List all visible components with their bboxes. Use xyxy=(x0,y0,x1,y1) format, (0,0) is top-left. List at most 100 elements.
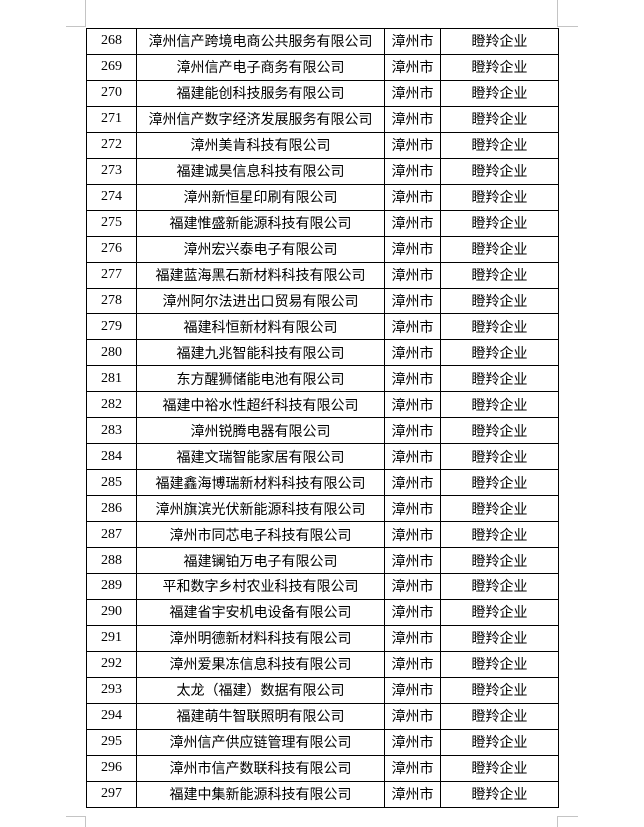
cell-row-number: 290 xyxy=(86,598,137,626)
table-row: 291 漳州明德新材料科技有限公司 漳州市 瞪羚企业 xyxy=(86,624,559,652)
table-row: 274 漳州新恒星印刷有限公司 漳州市 瞪羚企业 xyxy=(86,183,559,211)
cell-city: 漳州市 xyxy=(384,287,441,315)
cell-category: 瞪羚企业 xyxy=(440,339,559,367)
cell-company-name: 福建科恒新材料有限公司 xyxy=(136,313,385,341)
cell-city: 漳州市 xyxy=(384,650,441,678)
table-row: 271 漳州信产数字经济发展服务有限公司 漳州市 瞪羚企业 xyxy=(86,105,559,133)
cell-category: 瞪羚企业 xyxy=(440,521,559,549)
table-row: 290 福建省宇安机电设备有限公司 漳州市 瞪羚企业 xyxy=(86,598,559,626)
cell-row-number: 286 xyxy=(86,495,137,523)
cell-company-name: 漳州阿尔法进出口贸易有限公司 xyxy=(136,287,385,315)
text-boundary-mark-top-left xyxy=(66,0,86,27)
company-table: 268 漳州信产跨境电商公共服务有限公司 漳州市 瞪羚企业 269 漳州信产电子… xyxy=(86,28,559,808)
cell-city: 漳州市 xyxy=(384,443,441,471)
cell-city: 漳州市 xyxy=(384,780,441,808)
cell-row-number: 293 xyxy=(86,676,137,704)
cell-category: 瞪羚企业 xyxy=(440,469,559,497)
table-row: 275 福建惟盛新能源科技有限公司 漳州市 瞪羚企业 xyxy=(86,209,559,237)
cell-company-name: 福建镧铂万电子有限公司 xyxy=(136,547,385,575)
table-row: 272 漳州美肯科技有限公司 漳州市 瞪羚企业 xyxy=(86,131,559,159)
cell-category: 瞪羚企业 xyxy=(440,676,559,704)
table-row: 268 漳州信产跨境电商公共服务有限公司 漳州市 瞪羚企业 xyxy=(86,28,559,55)
cell-row-number: 289 xyxy=(86,573,137,600)
cell-company-name: 漳州信产跨境电商公共服务有限公司 xyxy=(136,28,385,55)
cell-category: 瞪羚企业 xyxy=(440,547,559,575)
cell-city: 漳州市 xyxy=(384,261,441,289)
cell-company-name: 福建萌牛智联照明有限公司 xyxy=(136,702,385,730)
table-row: 293 太龙（福建）数据有限公司 漳州市 瞪羚企业 xyxy=(86,676,559,704)
cell-city: 漳州市 xyxy=(384,702,441,730)
cell-row-number: 291 xyxy=(86,624,137,652)
cell-company-name: 漳州市信产数联科技有限公司 xyxy=(136,754,385,782)
cell-category: 瞪羚企业 xyxy=(440,443,559,471)
cell-city: 漳州市 xyxy=(384,235,441,263)
cell-row-number: 294 xyxy=(86,702,137,730)
cell-row-number: 277 xyxy=(86,261,137,289)
cell-company-name: 福建诚昊信息科技有限公司 xyxy=(136,157,385,185)
cell-company-name: 漳州信产数字经济发展服务有限公司 xyxy=(136,105,385,133)
cell-company-name: 漳州市同芯电子科技有限公司 xyxy=(136,521,385,549)
cell-company-name: 福建中集新能源科技有限公司 xyxy=(136,780,385,808)
cell-row-number: 297 xyxy=(86,780,137,808)
cell-row-number: 280 xyxy=(86,339,137,367)
table-row: 288 福建镧铂万电子有限公司 漳州市 瞪羚企业 xyxy=(86,547,559,575)
cell-row-number: 292 xyxy=(86,650,137,678)
table-row: 296 漳州市信产数联科技有限公司 漳州市 瞪羚企业 xyxy=(86,754,559,782)
cell-company-name: 太龙（福建）数据有限公司 xyxy=(136,676,385,704)
cell-city: 漳州市 xyxy=(384,598,441,626)
cell-company-name: 福建中裕水性超纤科技有限公司 xyxy=(136,391,385,419)
table-row: 273 福建诚昊信息科技有限公司 漳州市 瞪羚企业 xyxy=(86,157,559,185)
table-row: 282 福建中裕水性超纤科技有限公司 漳州市 瞪羚企业 xyxy=(86,391,559,419)
cell-company-name: 福建能创科技服务有限公司 xyxy=(136,79,385,107)
cell-city: 漳州市 xyxy=(384,28,441,55)
cell-row-number: 281 xyxy=(86,365,137,393)
cell-city: 漳州市 xyxy=(384,495,441,523)
table-row: 280 福建九兆智能科技有限公司 漳州市 瞪羚企业 xyxy=(86,339,559,367)
cell-city: 漳州市 xyxy=(384,417,441,445)
cell-row-number: 296 xyxy=(86,754,137,782)
cell-company-name: 漳州新恒星印刷有限公司 xyxy=(136,183,385,211)
cell-category: 瞪羚企业 xyxy=(440,53,559,81)
cell-category: 瞪羚企业 xyxy=(440,209,559,237)
table-row: 279 福建科恒新材料有限公司 漳州市 瞪羚企业 xyxy=(86,313,559,341)
cell-company-name: 漳州锐腾电器有限公司 xyxy=(136,417,385,445)
cell-row-number: 272 xyxy=(86,131,137,159)
cell-row-number: 278 xyxy=(86,287,137,315)
cell-company-name: 漳州宏兴泰电子有限公司 xyxy=(136,235,385,263)
cell-category: 瞪羚企业 xyxy=(440,183,559,211)
cell-city: 漳州市 xyxy=(384,313,441,341)
cell-category: 瞪羚企业 xyxy=(440,157,559,185)
cell-category: 瞪羚企业 xyxy=(440,105,559,133)
cell-city: 漳州市 xyxy=(384,105,441,133)
cell-company-name: 漳州信产供应链管理有限公司 xyxy=(136,728,385,756)
text-boundary-mark-top-right xyxy=(557,0,578,27)
cell-row-number: 287 xyxy=(86,521,137,549)
cell-category: 瞪羚企业 xyxy=(440,28,559,55)
cell-company-name: 漳州美肯科技有限公司 xyxy=(136,131,385,159)
table-row: 277 福建蓝海黑石新材料科技有限公司 漳州市 瞪羚企业 xyxy=(86,261,559,289)
cell-company-name: 福建九兆智能科技有限公司 xyxy=(136,339,385,367)
cell-row-number: 270 xyxy=(86,79,137,107)
cell-company-name: 福建蓝海黑石新材料科技有限公司 xyxy=(136,261,385,289)
cell-row-number: 271 xyxy=(86,105,137,133)
cell-city: 漳州市 xyxy=(384,391,441,419)
cell-row-number: 276 xyxy=(86,235,137,263)
cell-row-number: 274 xyxy=(86,183,137,211)
table-row: 270 福建能创科技服务有限公司 漳州市 瞪羚企业 xyxy=(86,79,559,107)
cell-city: 漳州市 xyxy=(384,573,441,600)
cell-city: 漳州市 xyxy=(384,79,441,107)
cell-category: 瞪羚企业 xyxy=(440,650,559,678)
cell-city: 漳州市 xyxy=(384,521,441,549)
cell-city: 漳州市 xyxy=(384,365,441,393)
cell-row-number: 284 xyxy=(86,443,137,471)
cell-company-name: 福建省宇安机电设备有限公司 xyxy=(136,598,385,626)
cell-row-number: 273 xyxy=(86,157,137,185)
cell-city: 漳州市 xyxy=(384,157,441,185)
cell-company-name: 东方醒狮储能电池有限公司 xyxy=(136,365,385,393)
table-row: 285 福建鑫海博瑞新材料科技有限公司 漳州市 瞪羚企业 xyxy=(86,469,559,497)
cell-company-name: 漳州爱果冻信息科技有限公司 xyxy=(136,650,385,678)
cell-category: 瞪羚企业 xyxy=(440,573,559,600)
cell-category: 瞪羚企业 xyxy=(440,287,559,315)
cell-row-number: 269 xyxy=(86,53,137,81)
